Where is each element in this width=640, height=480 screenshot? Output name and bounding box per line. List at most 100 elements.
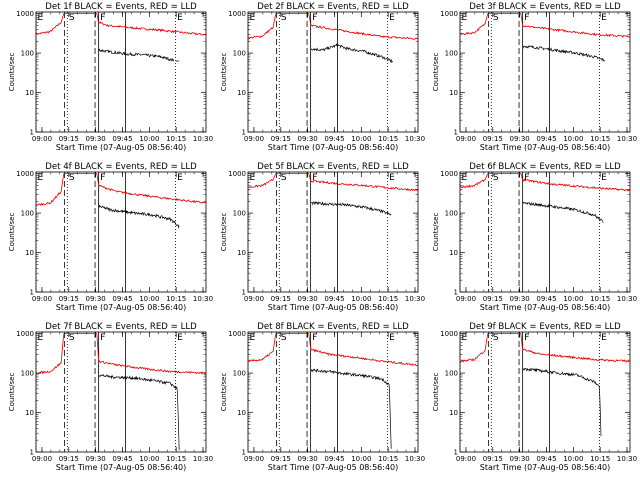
marker-label: E [462, 13, 468, 23]
y-tick-label: 10 [449, 409, 458, 417]
x-tick-label: 10:15 [590, 295, 610, 303]
events-series-line [310, 368, 392, 449]
x-tick-label: 09:45 [536, 295, 556, 303]
y-tick-label: 1 [242, 449, 246, 457]
x-tick-label: 09:30 [510, 455, 530, 463]
y-tick-label: 1 [454, 449, 458, 457]
y-tick-label: 1 [454, 129, 458, 137]
y-tick-label: 10 [25, 89, 34, 97]
y-tick-label: 1000 [440, 330, 458, 338]
x-axis-label: Start Time (07-Aug-05 08:56:40) [268, 143, 399, 152]
x-tick-label: 09:30 [510, 295, 530, 303]
x-tick-label: 09:30 [298, 455, 318, 463]
x-axis-label: Start Time (07-Aug-05 08:56:40) [268, 463, 399, 472]
lld-series-line [248, 173, 418, 192]
detector-panel-9: Det 9f BLACK = Events, RED = LLD 1 10 100 10… [432, 322, 637, 472]
events-series-line [98, 48, 175, 62]
marker-label: F [100, 13, 105, 23]
detector-panel-6: Det 6f BLACK = Events, RED = LLD 1 10 100 10… [432, 162, 637, 312]
marker-label: E [250, 173, 256, 183]
panel-title: Det 3f BLACK = Events, RED = LLD [469, 2, 621, 12]
x-tick-label: 09:00 [32, 135, 52, 143]
marker-label: E [177, 333, 183, 343]
marker-label: E [389, 173, 395, 183]
y-tick-label: 1 [242, 289, 246, 297]
x-tick-label: 10:30 [193, 455, 213, 463]
events-series-line [522, 45, 606, 62]
marker-label: F [100, 173, 105, 183]
plot-frame [247, 171, 419, 293]
detector-panel-2: Det 2f BLACK = Events, RED = LLD 1 10 100 10… [220, 2, 425, 152]
x-tick-label: 09:45 [324, 455, 344, 463]
y-tick-label: 10 [25, 249, 34, 257]
y-tick-label: 100 [21, 210, 34, 218]
panel-title: Det 6f BLACK = Events, RED = LLD [469, 162, 621, 172]
x-axis-label: Start Time (07-Aug-05 08:56:40) [56, 463, 187, 472]
y-tick-label: 1 [30, 449, 34, 457]
y-tick-label: 10 [449, 249, 458, 257]
marker-label: E [38, 173, 44, 183]
y-axis-label: Counts/sec [432, 213, 440, 252]
x-tick-label: 09:00 [244, 135, 264, 143]
x-tick-label: 09:45 [536, 455, 556, 463]
events-series-line [310, 43, 394, 63]
x-tick-label: 10:30 [405, 135, 425, 143]
x-tick-label: 10:00 [563, 455, 583, 463]
lld-series-line [248, 13, 418, 40]
y-tick-label: 100 [233, 50, 246, 58]
x-axis-label: Start Time (07-Aug-05 08:56:40) [480, 143, 611, 152]
marker-label: F [524, 173, 529, 183]
x-tick-label: 10:15 [166, 135, 186, 143]
y-tick-label: 100 [445, 370, 458, 378]
marker-label: F [524, 13, 529, 23]
detector-panel-5: Det 5f BLACK = Events, RED = LLD 1 10 100 10… [220, 162, 425, 312]
x-tick-label: 10:15 [590, 455, 610, 463]
marker-label: S [493, 333, 499, 343]
x-tick-label: 09:45 [112, 135, 132, 143]
y-axis-label: Counts/sec [8, 373, 16, 412]
detector-panel-4: Det 4f BLACK = Events, RED = LLD 1 10 100 10… [8, 162, 213, 312]
x-axis-label: Start Time (07-Aug-05 08:56:40) [56, 143, 187, 152]
y-tick-label: 100 [21, 370, 34, 378]
x-tick-label: 09:45 [324, 135, 344, 143]
events-series-line [98, 204, 180, 229]
detector-panel-8: Det 8f BLACK = Events, RED = LLD 1 10 100 10… [220, 322, 425, 472]
marker-label: E [389, 13, 395, 23]
x-tick-label: 10:30 [617, 135, 637, 143]
y-tick-label: 1000 [16, 10, 34, 18]
y-tick-label: 100 [21, 50, 34, 58]
y-tick-label: 10 [237, 409, 246, 417]
y-tick-label: 100 [445, 210, 458, 218]
x-tick-label: 09:45 [112, 295, 132, 303]
y-tick-label: 1000 [16, 170, 34, 178]
panel-title: Det 4f BLACK = Events, RED = LLD [45, 162, 197, 172]
y-tick-label: 10 [25, 409, 34, 417]
y-tick-label: 1 [454, 289, 458, 297]
x-tick-label: 10:15 [378, 455, 398, 463]
y-tick-label: 100 [445, 50, 458, 58]
panel-title: Det 1f BLACK = Events, RED = LLD [45, 2, 197, 12]
x-tick-label: 09:30 [86, 295, 106, 303]
marker-label: S [493, 173, 499, 183]
lld-series-line [248, 333, 418, 367]
x-tick-label: 09:15 [483, 135, 503, 143]
x-tick-label: 10:15 [378, 135, 398, 143]
lld-series-line [36, 333, 206, 375]
x-tick-label: 09:30 [86, 135, 106, 143]
y-axis-label: Counts/sec [220, 213, 228, 252]
y-tick-label: 1000 [228, 170, 246, 178]
marker-label: F [312, 333, 317, 343]
x-tick-label: 10:30 [405, 455, 425, 463]
x-tick-label: 09:00 [32, 455, 52, 463]
marker-label: E [38, 333, 44, 343]
x-tick-label: 10:00 [139, 455, 159, 463]
events-series-line [522, 201, 604, 223]
marker-label: F [312, 173, 317, 183]
y-tick-label: 1000 [16, 330, 34, 338]
x-tick-label: 09:00 [244, 455, 264, 463]
plot-frame [35, 11, 207, 133]
x-tick-label: 10:15 [166, 295, 186, 303]
marker-label: F [524, 333, 529, 343]
x-tick-label: 09:00 [456, 135, 476, 143]
x-tick-label: 09:30 [510, 135, 530, 143]
